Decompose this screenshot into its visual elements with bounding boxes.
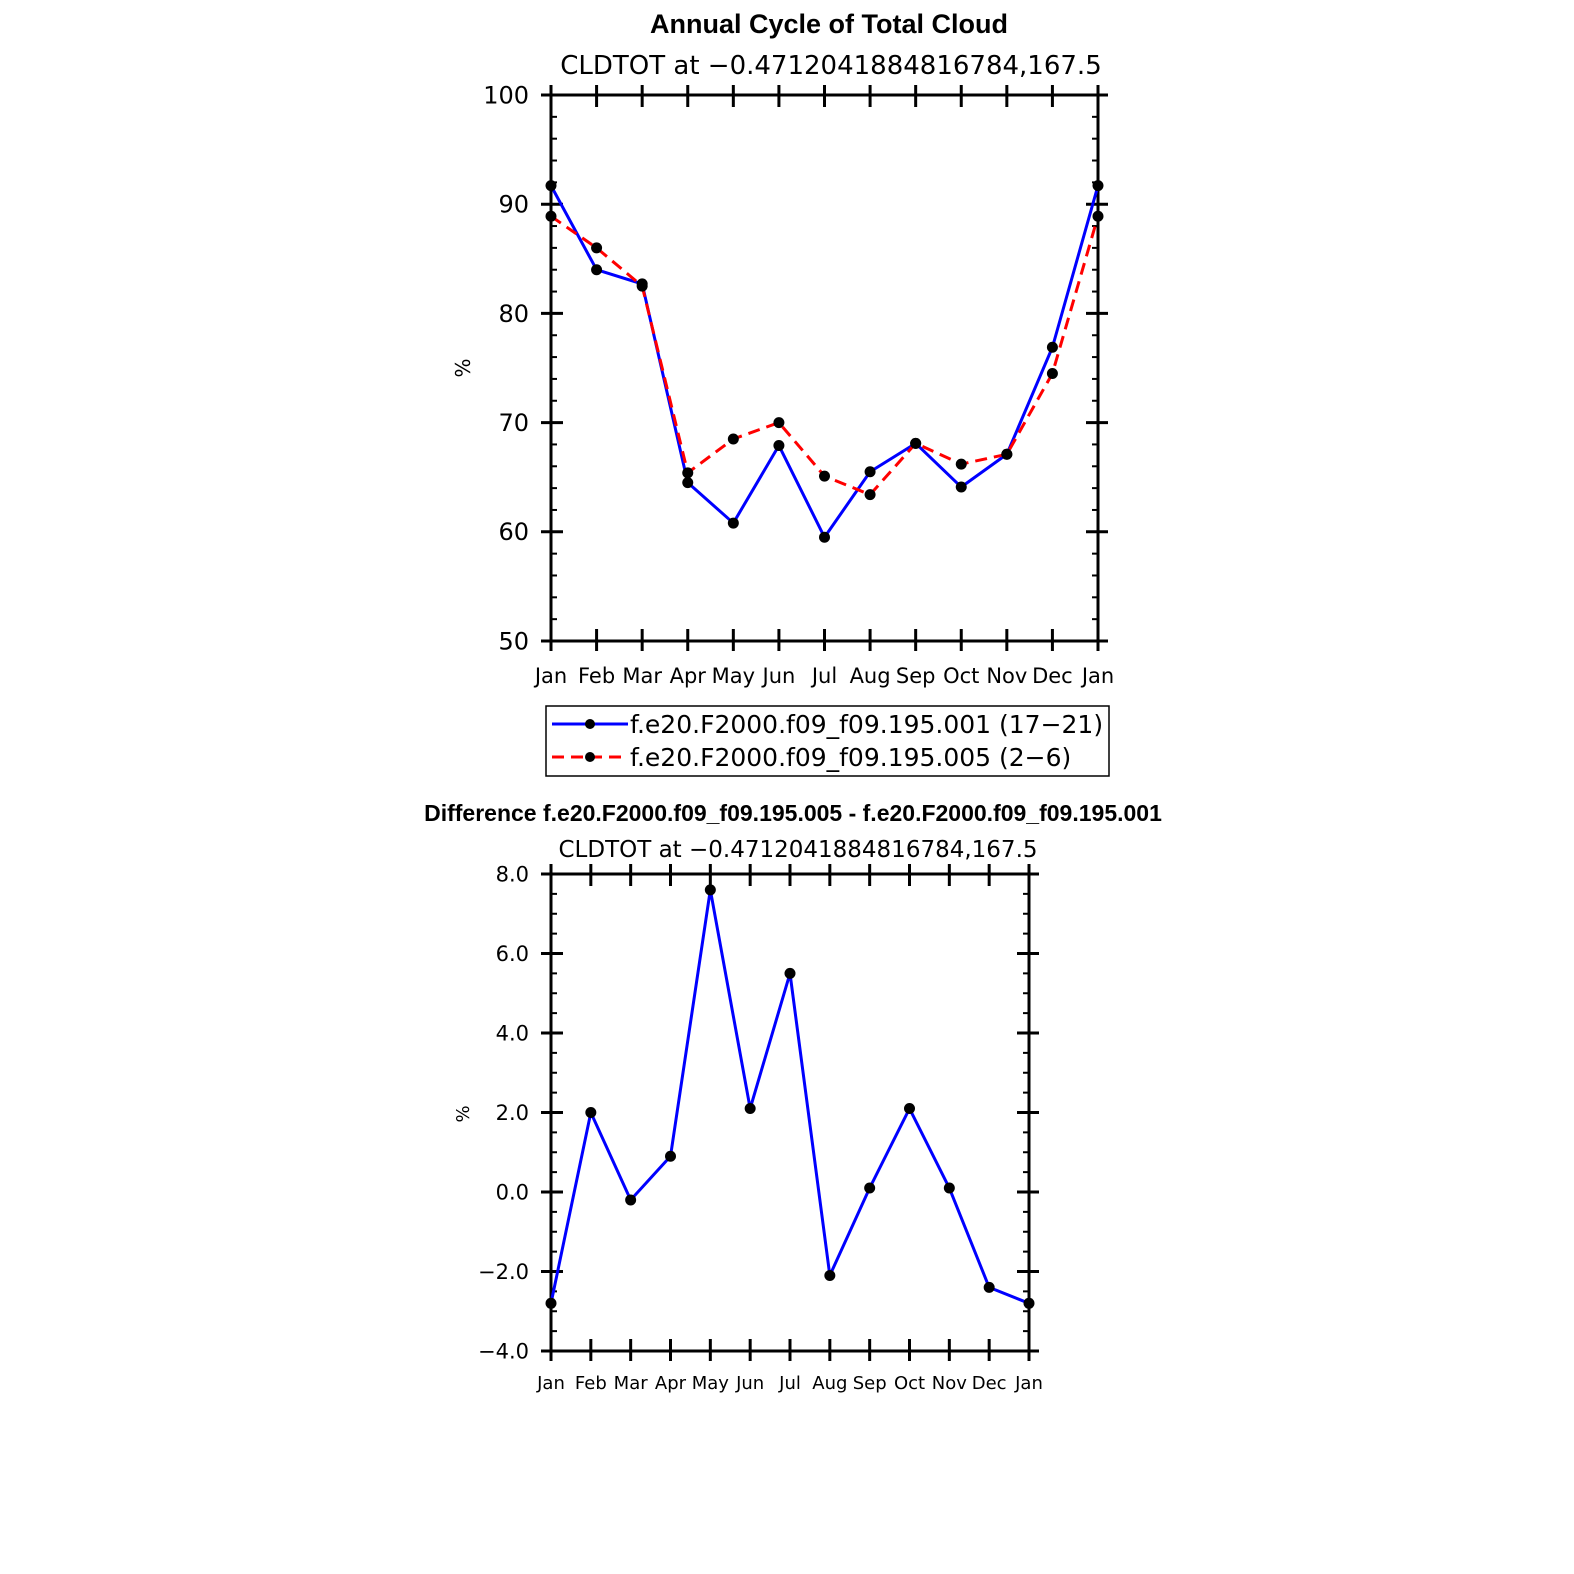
data-point-series-2	[955, 458, 967, 470]
legend-marker-series-1	[585, 719, 595, 729]
x-tick-label: Mar	[614, 1373, 649, 1394]
data-point-series-2	[819, 470, 830, 482]
x-tick-label: Jul	[810, 664, 837, 688]
x-tick-label: Aug	[850, 664, 891, 688]
data-point-series-2	[545, 210, 557, 222]
y-tick-label: 70	[498, 409, 529, 437]
y-tick-label: 8.0	[496, 862, 529, 886]
legend-box	[545, 705, 1110, 777]
x-tick-label: Jan	[1080, 664, 1114, 688]
y-tick-label: −2.0	[478, 1260, 529, 1284]
difference-chart: Difference f.e20.F2000.f09_f09.195.005 -…	[424, 800, 1162, 1394]
y-tick-label: 4.0	[496, 1021, 529, 1045]
data-point-series-1	[904, 1103, 915, 1115]
data-point-series-2	[591, 242, 603, 254]
x-tick-label: Jan	[536, 1373, 565, 1394]
data-point-series-1	[545, 1297, 557, 1309]
data-point-series-1	[983, 1281, 995, 1293]
y-tick-label: 2.0	[496, 1101, 529, 1125]
plot-frame	[549, 872, 1031, 1353]
x-tick-label: Jun	[735, 1373, 764, 1394]
data-point-series-1	[955, 481, 967, 493]
x-tick-label: Sep	[853, 1373, 887, 1394]
x-tick-label: Jul	[778, 1373, 801, 1394]
y-tick-label: 80	[498, 300, 529, 328]
data-point-series-1	[591, 264, 603, 276]
y-tick-label: 90	[498, 191, 529, 219]
x-tick-label: Nov	[932, 1373, 967, 1394]
data-point-series-1	[682, 477, 694, 489]
legend: f.e20.F2000.f09_f09.195.001 (17−21) f.e2…	[545, 705, 1110, 777]
data-point-series-2	[636, 280, 648, 292]
data-point-series-2	[682, 467, 694, 479]
data-point-series-1	[864, 466, 876, 478]
series-line-1	[549, 184, 1100, 539]
y-tick-label: 6.0	[496, 942, 529, 966]
plot-area: 50 60 70 80 90 100 Jan Feb Mar Apr May Jun Jul Aug Sep…	[483, 81, 1114, 688]
data-point-series-2	[773, 417, 785, 429]
x-tick-label: Oct	[943, 664, 979, 688]
legend-label-series-2: f.e20.F2000.f09_f09.195.005 (2−6)	[630, 743, 1071, 772]
chart-title: Difference f.e20.F2000.f09_f09.195.005 -…	[424, 800, 1162, 826]
x-tick-label: Apr	[670, 664, 707, 688]
data-point-series-1	[824, 1269, 836, 1281]
series-line-1	[549, 888, 1030, 1305]
x-tick-label: Oct	[894, 1373, 925, 1394]
x-tick-label: May	[692, 1373, 730, 1394]
data-point-series-1	[1092, 180, 1104, 192]
x-tick-label: Dec	[972, 1373, 1007, 1394]
data-point-series-1	[545, 180, 557, 192]
y-axis-label: %	[451, 358, 475, 377]
x-tick-label: Nov	[986, 664, 1027, 688]
x-tick-label: Feb	[578, 664, 615, 688]
data-point-series-1	[773, 440, 785, 452]
data-point-series-1	[704, 884, 716, 896]
x-tick-label: Apr	[655, 1373, 687, 1394]
x-tick-label: Mar	[622, 664, 662, 688]
chart-subtitle: CLDTOT at −0.4712041884816784,167.5	[558, 837, 1037, 863]
y-tick-label: 50	[498, 627, 529, 655]
data-point-series-1	[784, 967, 796, 979]
data-point-series-2	[910, 437, 922, 449]
annual-cycle-chart: Annual Cycle of Total Cloud CLDTOT at −0…	[451, 9, 1114, 777]
x-tick-label: Sep	[896, 664, 936, 688]
data-point-series-1	[665, 1150, 676, 1162]
x-tick-label: Jan	[1014, 1373, 1043, 1394]
data-point-series-1	[744, 1103, 756, 1115]
data-point-series-2	[1046, 367, 1058, 379]
x-tick-label: Feb	[575, 1373, 607, 1394]
data-point-series-1	[1023, 1297, 1035, 1309]
legend-marker-series-2	[585, 752, 595, 762]
y-tick-label: −4.0	[478, 1339, 529, 1363]
x-tick-label: Aug	[812, 1373, 847, 1394]
y-tick-label: 100	[483, 81, 529, 109]
plot-frame	[549, 93, 1100, 643]
series-line-2	[550, 214, 1100, 497]
x-tick-label: May	[712, 664, 755, 688]
data-point-series-1	[864, 1182, 876, 1194]
x-tick-label: Jan	[533, 664, 567, 688]
data-point-series-1	[819, 531, 830, 543]
data-point-series-1	[1046, 341, 1058, 353]
chart-subtitle: CLDTOT at −0.4712041884816784,167.5	[560, 51, 1102, 81]
data-point-series-2	[1001, 448, 1013, 460]
data-point-series-1	[943, 1182, 955, 1194]
data-point-series-1	[727, 517, 739, 529]
data-point-series-2	[1092, 210, 1104, 222]
chart-title: Annual Cycle of Total Cloud	[650, 9, 1008, 39]
legend-label-series-1: f.e20.F2000.f09_f09.195.001 (17−21)	[630, 710, 1103, 739]
data-point-series-2	[864, 489, 876, 501]
data-point-series-1	[625, 1194, 637, 1206]
x-tick-label: Dec	[1032, 664, 1073, 688]
data-point-series-2	[727, 433, 739, 445]
y-tick-label: 0.0	[496, 1180, 529, 1204]
y-tick-label: 60	[498, 518, 529, 546]
y-axis-label: %	[453, 1105, 474, 1122]
data-point-series-1	[585, 1107, 597, 1118]
x-tick-label: Jun	[761, 664, 796, 688]
